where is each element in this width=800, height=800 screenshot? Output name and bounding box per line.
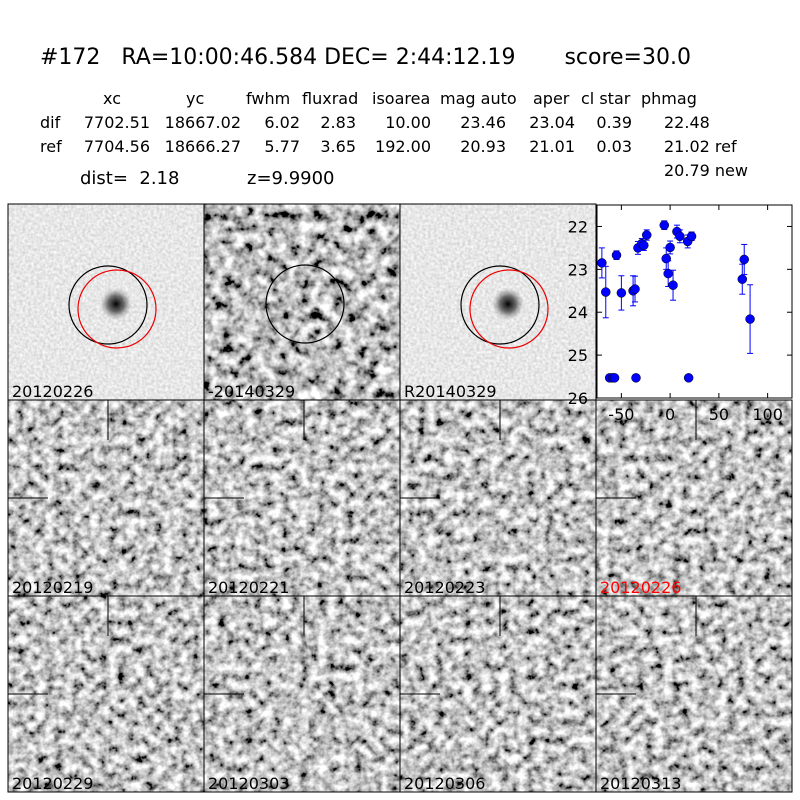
cell: 6.02 xyxy=(264,113,300,132)
point xyxy=(641,230,652,240)
cell: 18666.27 xyxy=(165,137,241,156)
column-header: mag auto xyxy=(440,89,517,108)
aperture xyxy=(460,265,540,345)
cell: 23.04 xyxy=(529,113,575,132)
plot-frame xyxy=(596,204,793,399)
panel-label: 20120226 xyxy=(12,382,93,401)
point xyxy=(611,250,622,260)
y-tick-label: 24 xyxy=(568,303,588,322)
cell: 21.01 xyxy=(529,137,575,156)
point xyxy=(639,240,649,251)
panel-label: 20120303 xyxy=(208,774,289,793)
x-tick-label: 100 xyxy=(752,405,783,424)
panel-label: 20120226 xyxy=(600,578,681,597)
cell: 5.77 xyxy=(264,137,300,156)
point xyxy=(659,220,670,230)
image-panel: 20120313 xyxy=(595,595,793,793)
panel-label: 20120223 xyxy=(404,578,485,597)
point xyxy=(631,373,641,383)
cell: 3.65 xyxy=(320,137,356,156)
cell: 0.39 xyxy=(596,113,632,132)
aperture xyxy=(265,264,345,344)
aperture xyxy=(68,265,148,345)
image-panel: -20140329 xyxy=(203,203,401,401)
point xyxy=(665,242,675,253)
cell: 20.79 new xyxy=(664,161,748,180)
y-tick-label: 23 xyxy=(568,260,588,279)
source xyxy=(100,288,132,320)
image-panel: 20120221 xyxy=(203,399,401,597)
image-panel: R20140329 xyxy=(399,203,597,401)
panel-label: 20120219 xyxy=(12,578,93,597)
row-label: dif xyxy=(40,113,61,132)
cell: 7704.56 xyxy=(84,137,150,156)
column-header: fwhm xyxy=(246,89,290,108)
x-tick-label: 0 xyxy=(665,405,675,424)
panel-frame xyxy=(595,595,793,793)
point xyxy=(745,314,755,324)
image-panel: 20120226 xyxy=(595,399,793,597)
y-tick-label: 26 xyxy=(568,389,588,408)
aperture xyxy=(469,269,549,349)
panel-label: 20120306 xyxy=(404,774,485,793)
point xyxy=(683,373,694,383)
x-tick-label: 50 xyxy=(709,405,729,424)
cell: 23.46 xyxy=(460,113,506,132)
panel-label: 20120221 xyxy=(208,578,289,597)
image-panel: 20120229 xyxy=(7,595,205,793)
cell: 10.00 xyxy=(385,113,431,132)
column-header: xc xyxy=(103,89,121,108)
point xyxy=(630,284,640,294)
image-panel: 20120219 xyxy=(7,399,205,597)
cell: 20.93 xyxy=(460,137,506,156)
cell: 2.83 xyxy=(320,113,356,132)
dist: dist= 2.18 xyxy=(80,168,179,189)
cell: 18667.02 xyxy=(165,113,241,132)
point xyxy=(739,254,749,265)
image-panel: 20120306 xyxy=(399,595,597,793)
cell: 192.00 xyxy=(375,137,431,156)
point xyxy=(616,288,627,298)
cell: 22.48 xyxy=(664,113,710,132)
cell: 21.02 ref xyxy=(664,137,737,156)
x-tick-label: -50 xyxy=(608,405,634,424)
y-tick-label: 25 xyxy=(568,346,588,365)
point xyxy=(661,253,671,264)
source xyxy=(492,288,524,320)
image-panel: 20120226 xyxy=(7,203,205,401)
point xyxy=(609,373,620,383)
column-header: fluxrad xyxy=(302,89,358,108)
image-panel: 20120303 xyxy=(203,595,401,793)
header-title: #172 RA=10:00:46.584 DEC= 2:44:12.19 sco… xyxy=(40,45,691,70)
column-header: isoarea xyxy=(372,89,430,108)
y-tick-label: 22 xyxy=(568,217,588,236)
redshift: z=9.9900 xyxy=(247,168,335,189)
panel-label: R20140329 xyxy=(404,382,497,401)
point xyxy=(686,231,697,242)
image-panel: 20120223 xyxy=(399,399,597,597)
point xyxy=(601,287,611,297)
panel-grid: 20120226 -20140329 R20140329 20120219 201202… xyxy=(7,203,793,793)
point xyxy=(668,280,678,290)
panel-label: 20120313 xyxy=(600,774,681,793)
point xyxy=(675,231,685,242)
light-curve: 22 23 24 25 26 -50 0 50 100 xyxy=(568,204,793,424)
cell: 7702.51 xyxy=(84,113,150,132)
column-header: cl star xyxy=(581,89,631,108)
image xyxy=(204,204,400,400)
column-header: yc xyxy=(186,89,204,108)
row-label: ref xyxy=(40,137,62,156)
info-table: xc yc fwhm fluxrad isoarea mag auto aper cl sta… xyxy=(40,89,748,180)
panel-label: -20140329 xyxy=(208,382,295,401)
aperture xyxy=(77,269,157,349)
point xyxy=(737,274,748,284)
cell: 0.03 xyxy=(596,137,632,156)
column-header: phmag xyxy=(641,89,697,108)
column-header: aper xyxy=(533,89,570,108)
panel-label: 20120229 xyxy=(12,774,93,793)
